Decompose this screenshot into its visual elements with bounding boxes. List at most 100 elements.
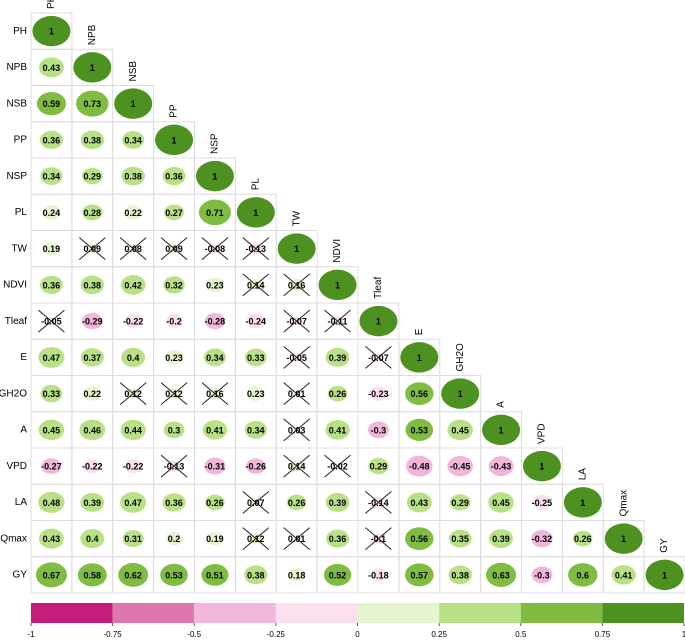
corr-ellipse	[244, 421, 267, 439]
corr-value: 0.39	[84, 498, 102, 508]
corr-ellipse	[80, 275, 105, 295]
colorbar-tick-label: 0.25	[431, 630, 447, 639]
corr-ellipse	[163, 276, 185, 294]
corr-value: -0.2	[166, 317, 182, 327]
corr-ellipse	[645, 559, 684, 591]
corr-ellipse	[246, 313, 266, 329]
corr-ellipse	[38, 419, 65, 441]
corr-value: -0.22	[123, 462, 144, 472]
corr-ellipse	[165, 314, 183, 328]
corr-value: 0.31	[124, 534, 142, 544]
corr-value: 0.01	[288, 534, 306, 544]
column-label: PL	[250, 178, 261, 191]
corr-value: 0.23	[247, 389, 265, 399]
corr-ellipse	[155, 124, 194, 156]
corr-value: -0.18	[368, 570, 389, 580]
corr-ellipse	[326, 529, 349, 548]
corr-value: -0.3	[371, 425, 387, 435]
insignificant-cross	[242, 527, 270, 551]
corr-value: -0.1	[371, 534, 387, 544]
corr-value: 0.12	[124, 389, 142, 399]
corr-ellipse	[288, 568, 305, 582]
corr-value: -0.24	[246, 317, 267, 327]
corr-ellipse	[43, 241, 60, 256]
corr-value: 1	[294, 244, 299, 254]
corr-ellipse	[325, 492, 350, 512]
corr-ellipse	[124, 313, 143, 329]
corr-value: 1	[662, 570, 667, 580]
corr-value: 0.34	[43, 172, 61, 182]
column-label: GH2O	[455, 343, 466, 372]
column-label: Qmax	[618, 490, 629, 517]
insignificant-cross	[242, 237, 270, 261]
corr-value: -0.27	[41, 462, 62, 472]
corr-value: 0.43	[43, 534, 61, 544]
corr-value: 0.35	[451, 534, 469, 544]
insignificant-cross	[283, 418, 311, 442]
corr-ellipse	[369, 386, 388, 401]
corr-ellipse	[204, 313, 225, 330]
corr-value: 0.39	[329, 353, 347, 363]
corr-ellipse	[405, 527, 434, 550]
corr-value: 0.34	[247, 425, 265, 435]
corr-value: 0.28	[84, 208, 102, 218]
corr-value: 0.3	[168, 425, 181, 435]
corr-value: 0.14	[247, 280, 265, 290]
colorbar-bin	[275, 603, 358, 623]
corr-value: 0.63	[492, 570, 510, 580]
corr-value: 0.45	[492, 498, 510, 508]
corr-value: 0.53	[411, 425, 429, 435]
corr-ellipse	[531, 566, 553, 584]
corr-ellipse	[80, 529, 105, 549]
corr-ellipse	[162, 167, 186, 186]
row-label: VPD	[6, 461, 27, 472]
corr-ellipse	[160, 563, 188, 586]
corr-value: 0.18	[288, 570, 306, 580]
corr-value: 0.23	[165, 353, 183, 363]
corr-value: 0.26	[329, 389, 347, 399]
corr-value: 0.38	[247, 570, 265, 580]
corr-value: -0.05	[286, 353, 307, 363]
corr-value: 0.42	[124, 280, 142, 290]
colorbar-tick-label: 0.5	[515, 630, 527, 639]
insignificant-cross	[201, 382, 229, 406]
corr-ellipse	[406, 492, 432, 513]
corr-value: 1	[376, 317, 381, 327]
corr-ellipse	[38, 528, 64, 549]
colorbar-bin	[112, 603, 195, 623]
corr-ellipse	[40, 130, 63, 149]
corr-value: -0.07	[368, 353, 389, 363]
corr-value: 0.16	[206, 389, 224, 399]
corr-ellipse	[236, 197, 275, 228]
corr-value: 0.26	[206, 498, 224, 508]
corr-ellipse	[40, 384, 63, 403]
corr-value: 0.38	[451, 570, 469, 580]
corr-ellipse	[38, 491, 65, 513]
corr-value: 0.2	[168, 534, 181, 544]
corr-ellipse	[532, 494, 552, 510]
corr-value: 0.46	[84, 425, 102, 435]
corr-value: 0.29	[84, 172, 102, 182]
corr-value: 1	[49, 27, 54, 37]
corr-ellipse	[80, 348, 104, 367]
corr-value: 0.36	[329, 534, 347, 544]
row-label: TW	[11, 243, 27, 254]
corr-value: 0.41	[615, 570, 633, 580]
corr-ellipse	[568, 563, 598, 587]
corr-ellipse	[448, 529, 472, 548]
corr-value: 0.37	[84, 353, 102, 363]
insignificant-cross	[119, 382, 147, 406]
corr-ellipse	[203, 348, 227, 367]
column-label: E	[414, 328, 425, 335]
corr-ellipse	[405, 418, 434, 441]
insignificant-cross	[324, 454, 351, 478]
insignificant-cross	[365, 527, 392, 551]
corr-ellipse	[286, 494, 307, 511]
colorbar-bin	[194, 603, 276, 623]
corr-value: 0.38	[124, 172, 142, 182]
corr-value: 0.22	[124, 208, 142, 218]
insignificant-cross	[365, 490, 392, 514]
corr-ellipse	[325, 347, 350, 367]
corr-value: 1	[417, 353, 422, 363]
corr-value: 1	[539, 462, 544, 472]
